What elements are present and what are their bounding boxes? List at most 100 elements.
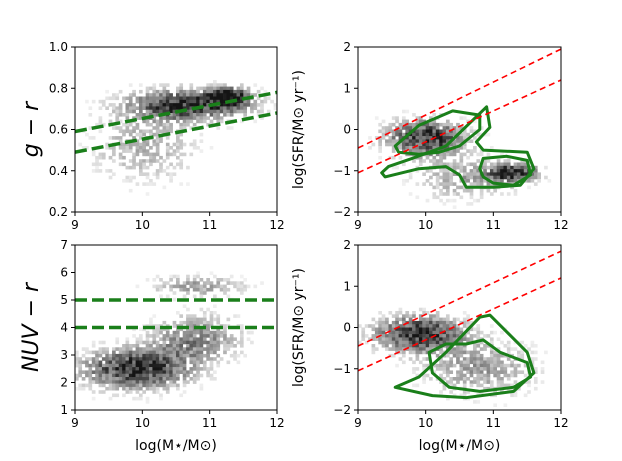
density-cell <box>449 363 454 368</box>
density-cell <box>401 340 406 345</box>
density-cell <box>388 311 393 315</box>
density-cell <box>429 330 433 335</box>
density-cell <box>216 334 221 338</box>
density-cell <box>192 109 197 114</box>
density-cell <box>250 109 254 114</box>
density-cell <box>452 317 457 322</box>
density-cell <box>226 86 231 91</box>
density-cell <box>459 159 464 163</box>
density-cell <box>473 353 477 358</box>
density-cell <box>179 116 184 120</box>
density-cell <box>138 383 143 388</box>
density-cell <box>98 106 103 110</box>
density-cell <box>196 353 200 358</box>
density-cell <box>432 119 437 124</box>
density-cell <box>85 347 89 351</box>
y-tick-label: 0.4 <box>49 164 68 178</box>
density-cell <box>125 370 130 374</box>
density-cell <box>483 386 487 391</box>
density-cell <box>182 93 187 97</box>
density-cell <box>172 297 177 302</box>
density-cell <box>85 360 89 365</box>
density-cell <box>216 278 221 282</box>
density-cell <box>122 149 126 153</box>
density-cell <box>469 149 474 153</box>
density-cell <box>192 363 197 368</box>
density-cell <box>155 113 160 117</box>
density-cell <box>202 89 207 94</box>
density-cell <box>135 386 140 391</box>
density-cell <box>169 172 173 176</box>
density-cell <box>182 357 187 361</box>
density-cell <box>145 344 150 348</box>
density-cell <box>152 96 157 101</box>
density-cell <box>169 129 173 134</box>
density-cell <box>391 142 396 147</box>
density-cell <box>418 317 423 322</box>
density-cell <box>128 109 133 114</box>
density-cell <box>246 86 251 91</box>
density-cell <box>530 172 535 176</box>
density-cell <box>169 380 173 384</box>
density-cell <box>169 347 173 351</box>
density-cell <box>98 350 103 355</box>
density-cell <box>422 307 426 312</box>
density-cell <box>196 363 200 368</box>
density-cell <box>125 126 130 130</box>
density-cell <box>462 334 467 338</box>
density-cell <box>422 347 426 351</box>
density-cell <box>189 284 194 289</box>
density-cell <box>118 155 123 160</box>
density-cell <box>202 360 207 365</box>
density-cell <box>476 327 481 332</box>
density-cell <box>142 129 146 134</box>
density-cell <box>425 122 430 127</box>
density-cell <box>385 344 389 348</box>
density-cell <box>422 146 426 150</box>
density-cell <box>169 109 173 114</box>
density-cell <box>439 182 443 186</box>
density-cell <box>246 99 251 104</box>
density-cell <box>506 357 511 361</box>
density-cell <box>169 146 173 150</box>
density-cell <box>149 334 153 338</box>
density-cell <box>435 334 440 338</box>
density-cell <box>520 357 525 361</box>
density-cell <box>439 129 443 134</box>
density-cell <box>489 162 494 167</box>
density-cell <box>449 377 454 381</box>
density-cell <box>486 152 491 157</box>
density-cell <box>452 159 457 163</box>
density-cell <box>452 198 457 203</box>
density-cell <box>489 363 494 368</box>
density-cell <box>179 320 184 325</box>
density-cell <box>432 142 437 147</box>
density-cell <box>91 149 96 153</box>
density-cell <box>189 83 194 87</box>
density-cell <box>172 96 177 101</box>
density-cell <box>98 360 103 365</box>
density-cell <box>223 344 227 348</box>
density-cell <box>196 271 200 275</box>
density-cell <box>209 357 214 361</box>
density-cell <box>75 360 79 365</box>
density-cell <box>192 93 197 97</box>
density-cell <box>520 159 525 163</box>
density-cell <box>395 311 399 315</box>
density-cell <box>486 363 491 368</box>
density-cell <box>473 146 477 150</box>
density-cell <box>442 377 447 381</box>
x-tick-label: 12 <box>553 218 568 232</box>
density-cell <box>442 363 447 368</box>
density-cell <box>98 162 103 167</box>
density-cell <box>138 367 143 371</box>
density-cell <box>179 103 184 107</box>
density-cell <box>125 347 130 351</box>
density-cell <box>385 324 389 328</box>
density-cell <box>432 327 437 332</box>
density-cell <box>517 172 521 176</box>
density-cell <box>418 334 423 338</box>
density-cell <box>159 139 163 143</box>
density-cell <box>408 146 413 150</box>
density-cell <box>405 146 410 150</box>
